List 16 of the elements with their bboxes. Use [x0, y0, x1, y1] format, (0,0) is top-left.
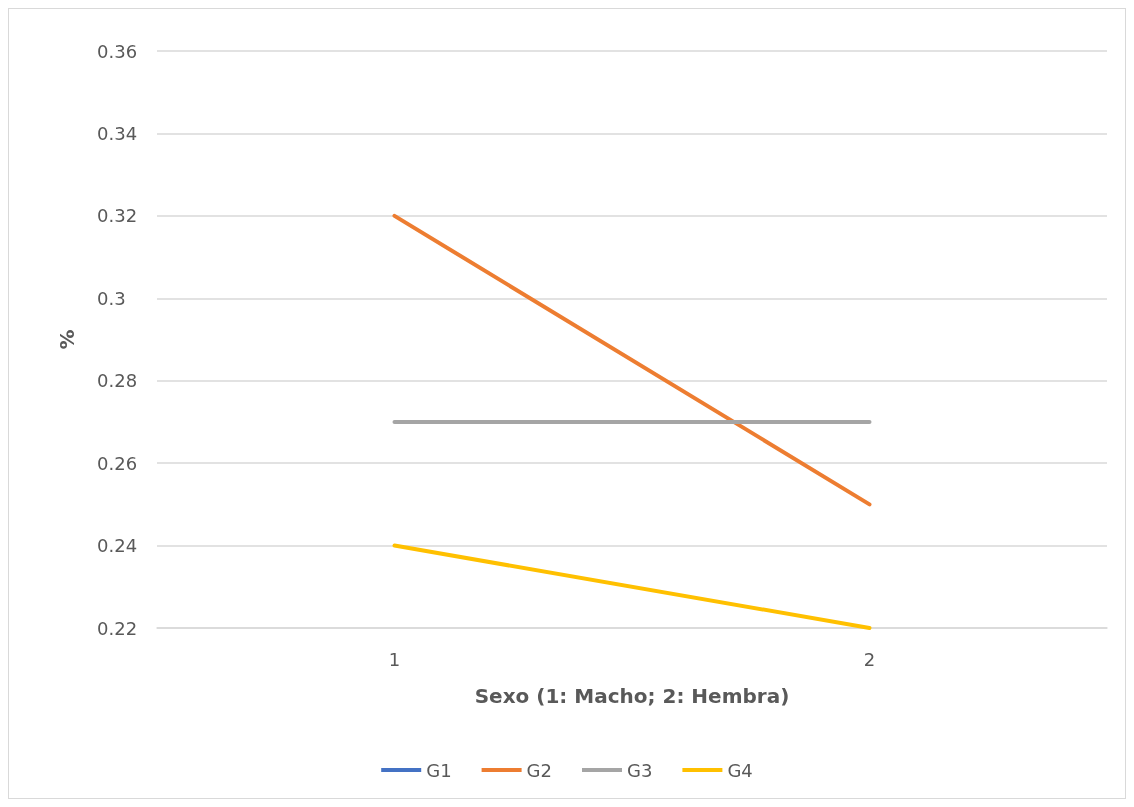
y-tick-label: 0.32 [97, 205, 138, 227]
y-axis-title: % [55, 329, 79, 350]
y-tick-label: 0.26 [97, 452, 138, 474]
legend-label: G2 [526, 759, 553, 781]
y-tick-label: 0.36 [97, 40, 138, 62]
x-tick-label: 2 [863, 648, 876, 670]
legend-label: G1 [426, 759, 452, 781]
x-axis-title: Sexo (1: Macho; 2: Hembra) [474, 684, 790, 708]
legend-label: G3 [627, 759, 653, 781]
y-tick-label: 0.24 [97, 535, 138, 557]
y-tick-label: 0.22 [97, 617, 138, 639]
y-tick-label: 0.34 [97, 122, 138, 144]
y-tick-label: 0.3 [97, 287, 126, 309]
legend-label: G4 [727, 759, 753, 781]
y-tick-label: 0.28 [97, 370, 138, 392]
x-tick-label: 1 [388, 648, 401, 670]
